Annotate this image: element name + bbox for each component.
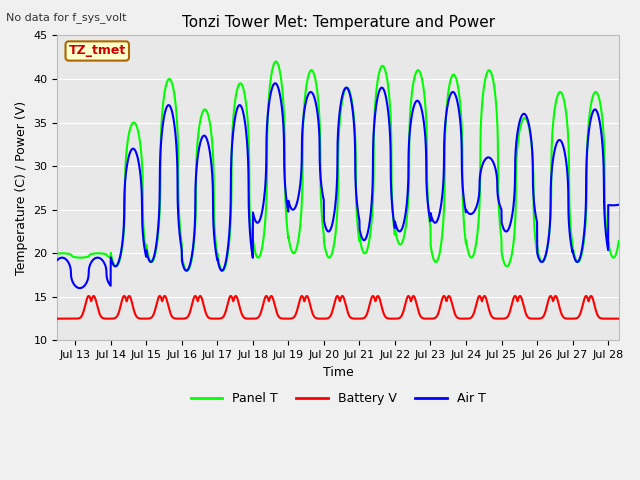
- Title: Tonzi Tower Met: Temperature and Power: Tonzi Tower Met: Temperature and Power: [182, 15, 495, 30]
- Text: TZ_tmet: TZ_tmet: [68, 45, 126, 58]
- Y-axis label: Temperature (C) / Power (V): Temperature (C) / Power (V): [15, 101, 28, 275]
- Legend: Panel T, Battery V, Air T: Panel T, Battery V, Air T: [186, 387, 490, 410]
- Text: No data for f_sys_volt: No data for f_sys_volt: [6, 12, 127, 23]
- X-axis label: Time: Time: [323, 366, 353, 379]
